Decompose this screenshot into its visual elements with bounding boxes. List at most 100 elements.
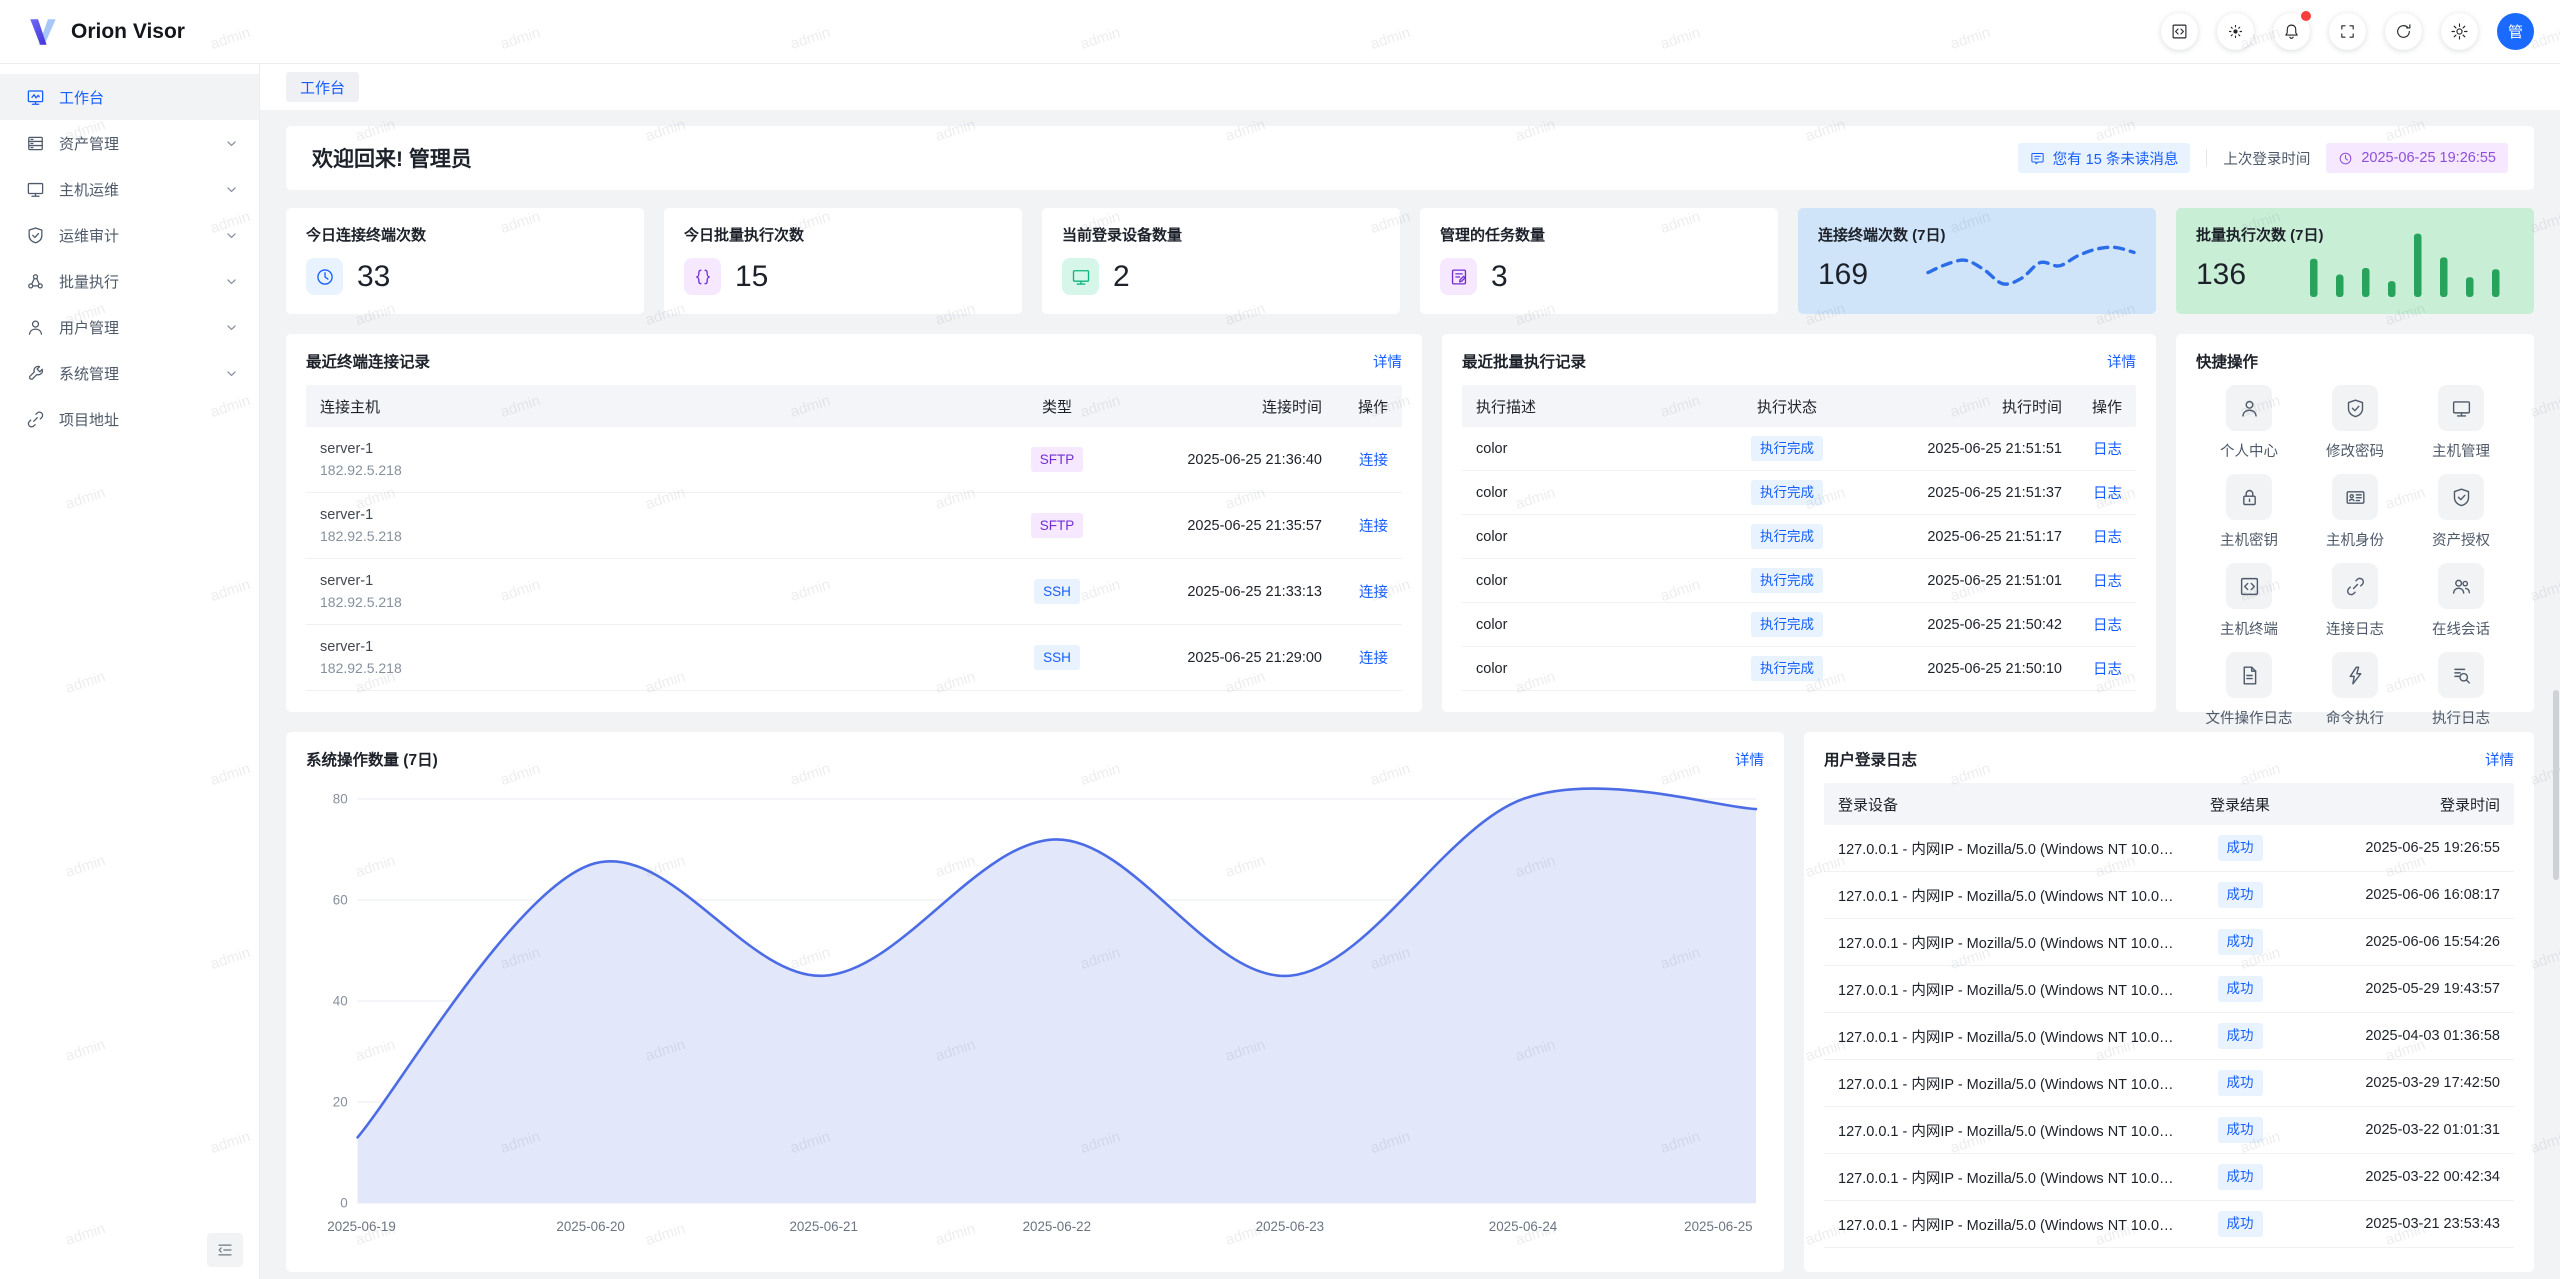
welcome-meta: 您有 15 条未读消息 上次登录时间 2025-06-25 19:26:55 [2017,143,2508,173]
quick-action-item[interactable]: 主机身份 [2302,474,2408,550]
panel-title: 快捷操作 [2196,354,2259,371]
chart-detail-link[interactable]: 详情 [1735,752,1764,769]
log-link[interactable]: 日志 [2093,442,2122,458]
settings-button[interactable] [2441,13,2478,50]
system-operations-chart-panel: 系统操作数量 (7日) 详情 0 20 40 60 80 2025-06-19 2025-0… [286,732,1784,1272]
terminal-detail-link[interactable]: 详情 [1373,354,1402,371]
task-icon [1440,258,1477,295]
exec-status-badge: 执行完成 [1751,655,1823,682]
host-name: server-1 [320,441,374,457]
login-result-badge: 成功 [2217,929,2263,955]
log-link[interactable]: 日志 [2093,618,2122,634]
connect-link[interactable]: 连接 [1359,453,1388,469]
sidebar-item-label: 系统管理 [59,365,120,383]
quick-action-label: 个人中心 [2220,444,2278,460]
quick-action-item[interactable]: 在线会话 [2408,563,2514,639]
log-link[interactable]: 日志 [2093,662,2122,678]
gear-icon [2451,23,2468,40]
connect-link[interactable]: 连接 [1359,519,1388,535]
svg-text:0: 0 [340,1195,347,1210]
collapse-icon [216,1241,234,1259]
sidebar-item[interactable]: 批量执行 [0,258,259,304]
breadcrumb-item-workbench[interactable]: 工作台 [286,72,360,102]
monitor-icon [2438,385,2484,431]
notifications-button[interactable] [2273,11,2311,50]
quick-action-item[interactable]: 修改密码 [2302,385,2408,461]
quick-action-item[interactable]: 命令执行 [2302,652,2408,728]
chevron-down-icon [222,226,241,245]
app-logo[interactable]: Orion Visor [26,15,185,49]
sidebar-item[interactable]: 系统管理 [0,350,259,396]
unread-messages-badge[interactable]: 您有 15 条未读消息 [2017,143,2191,173]
host-name: server-1 [320,639,374,655]
quick-action-item[interactable]: 个人中心 [2196,385,2302,461]
svg-text:20: 20 [333,1094,348,1109]
connect-link[interactable]: 连接 [1359,651,1388,667]
shield-check-icon [2332,385,2378,431]
welcome-title: 欢迎回来! 管理员 [312,148,472,171]
quick-action-item[interactable]: 资产授权 [2408,474,2514,550]
sidebar-collapse-button[interactable] [207,1233,243,1267]
panel-title: 最近批量执行记录 [1462,354,1587,371]
code-toggle-button[interactable] [2161,13,2198,50]
batch-detail-link[interactable]: 详情 [2107,354,2136,371]
sidebar-item[interactable]: 资产管理 [0,120,259,166]
scrollbar-thumb[interactable] [2553,690,2559,880]
login-result-badge: 成功 [2217,976,2263,1002]
fullscreen-icon [2339,23,2356,40]
protocol-badge: SSH [1034,578,1080,605]
terminal-connections-panel: 最近终端连接记录 详情 连接主机 类型 连接时间 操作 server-1 182.92.… [286,334,1422,712]
clock-icon [2338,151,2353,166]
connect-link[interactable]: 连接 [1359,585,1388,601]
table-row: color 执行完成 2025-06-25 21:51:51 日志 [1462,427,2136,471]
quick-action-item[interactable]: 文件操作日志 [2196,652,2302,728]
column-header: 登录设备 [1838,796,1899,814]
login-detail-link[interactable]: 详情 [2485,752,2514,769]
protocol-badge: SFTP [1030,446,1084,473]
sidebar-item[interactable]: 主机运维 [0,166,259,212]
fullscreen-button[interactable] [2329,13,2366,50]
stat-card-value: 3 [1491,259,1508,293]
log-link[interactable]: 日志 [2093,530,2122,546]
login-time: 2025-03-22 01:01:31 [2365,1122,2500,1138]
exec-description: color [1476,572,1508,589]
refresh-button[interactable] [2385,13,2422,50]
svg-text:60: 60 [333,892,348,907]
table-row: 127.0.0.1 - 内网IP - Mozilla/5.0 (Windows … [1824,966,2514,1013]
quick-action-item[interactable]: 主机管理 [2408,385,2514,461]
svg-text:40: 40 [333,993,348,1008]
sidebar-item[interactable]: 项目地址 [0,396,259,442]
sidebar-item[interactable]: 用户管理 [0,304,259,350]
quick-action-item[interactable]: 执行日志 [2408,652,2514,728]
table-body: server-1 182.92.5.218 SFTP 2025-06-25 21:36… [306,427,1402,691]
host-ip: 182.92.5.218 [320,594,402,610]
clock-icon [306,258,343,295]
table-row: 127.0.0.1 - 内网IP - Mozilla/5.0 (Windows … [1824,1060,2514,1107]
sidebar-item[interactable]: 工作台 [0,74,259,120]
svg-text:2025-06-19: 2025-06-19 [327,1219,395,1234]
quick-action-item[interactable]: 主机终端 [2196,563,2302,639]
avatar[interactable]: 管 [2497,13,2534,50]
login-result-badge: 成功 [2217,1023,2263,1049]
theme-button[interactable] [2217,13,2254,50]
quick-action-item[interactable]: 主机密钥 [2196,474,2302,550]
login-time: 2025-04-03 01:36:58 [2365,1028,2500,1044]
chevron-down-icon [222,272,241,291]
quick-action-label: 主机管理 [2432,444,2490,460]
table-body: 127.0.0.1 - 内网IP - Mozilla/5.0 (Windows … [1824,825,2514,1248]
log-link[interactable]: 日志 [2093,574,2122,590]
exec-status-badge: 执行完成 [1751,567,1823,594]
login-device: 127.0.0.1 - 内网IP - Mozilla/5.0 (Windows … [1838,1076,2185,1093]
quick-action-item[interactable]: 连接日志 [2302,563,2408,639]
stat-card-value: 169 [1818,258,1869,291]
log-link[interactable]: 日志 [2093,486,2122,502]
stat-card: 今日连接终端次数 33 [286,208,644,314]
sidebar-item-label: 项目地址 [59,411,120,429]
sidebar-item[interactable]: 运维审计 [0,212,259,258]
quick-action-label: 主机终端 [2220,622,2278,638]
login-device: 127.0.0.1 - 内网IP - Mozilla/5.0 (Windows … [1838,1123,2185,1140]
braces-icon [684,258,721,295]
link-icon [2332,563,2378,609]
sidebar-item-label: 运维审计 [59,227,120,245]
exec-time: 2025-06-25 21:50:10 [1927,660,2062,677]
